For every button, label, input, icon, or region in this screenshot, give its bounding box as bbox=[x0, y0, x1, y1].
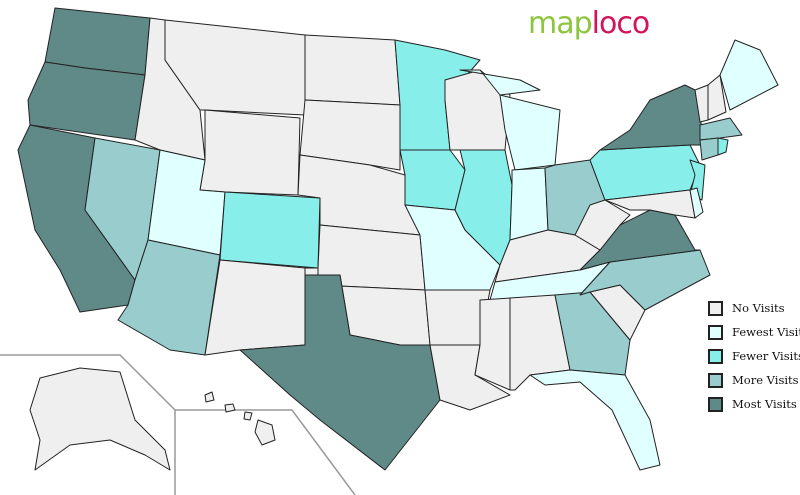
state-shape-ak[interactable] bbox=[29, 367, 171, 471]
state-sd[interactable] bbox=[299, 99, 401, 171]
state-shape-az[interactable] bbox=[117, 239, 221, 356]
inset-divider bbox=[175, 409, 356, 495]
legend-item-most-visits: Most Visits bbox=[708, 392, 800, 416]
legend-label: Fewest Visits bbox=[732, 325, 800, 339]
state-shape-co[interactable] bbox=[219, 191, 321, 269]
state-ma[interactable] bbox=[699, 117, 743, 141]
legend-swatch bbox=[708, 348, 723, 364]
state-shape-mi[interactable] bbox=[499, 94, 561, 171]
state-shape-nm[interactable] bbox=[204, 259, 306, 356]
state-fl[interactable] bbox=[529, 369, 661, 471]
logo-text-loco: loco bbox=[591, 6, 651, 41]
state-mi[interactable] bbox=[459, 69, 561, 171]
legend: No Visits Fewest Visits Fewer Visits Mor… bbox=[708, 296, 800, 416]
state-shape-nd[interactable] bbox=[304, 34, 401, 106]
state-ms[interactable] bbox=[474, 297, 511, 391]
legend-item-fewest-visits: Fewest Visits bbox=[708, 320, 800, 344]
legend-label: Most Visits bbox=[732, 397, 797, 411]
legend-item-fewer-visits: Fewer Visits bbox=[708, 344, 800, 368]
state-shape-ct[interactable] bbox=[699, 137, 719, 161]
state-wv[interactable] bbox=[574, 199, 631, 251]
state-shape-de[interactable] bbox=[689, 187, 704, 219]
state-shape-mi[interactable] bbox=[459, 69, 541, 96]
state-de[interactable] bbox=[689, 187, 704, 219]
state-shape-hi[interactable] bbox=[224, 403, 236, 413]
state-shape-ms[interactable] bbox=[474, 297, 511, 391]
inset-divider bbox=[0, 354, 176, 495]
state-shape-ri[interactable] bbox=[717, 137, 729, 156]
state-shape-tx[interactable] bbox=[239, 274, 441, 471]
state-nd[interactable] bbox=[304, 34, 401, 106]
legend-label: No Visits bbox=[732, 301, 785, 315]
state-ia[interactable] bbox=[399, 149, 466, 211]
state-shape-fl[interactable] bbox=[529, 369, 661, 471]
legend-swatch bbox=[708, 300, 723, 316]
state-ak[interactable] bbox=[29, 367, 171, 471]
state-az[interactable] bbox=[117, 239, 221, 356]
state-shape-me[interactable] bbox=[719, 39, 779, 111]
state-shape-ny[interactable] bbox=[599, 84, 706, 151]
state-shape-hi[interactable] bbox=[204, 391, 215, 403]
state-shape-ia[interactable] bbox=[399, 149, 466, 211]
state-nh[interactable] bbox=[707, 74, 727, 121]
legend-item-no-visits: No Visits bbox=[708, 296, 800, 320]
maploco-logo[interactable]: maploco bbox=[528, 6, 651, 41]
state-shape-hi[interactable] bbox=[254, 419, 276, 446]
state-in[interactable] bbox=[509, 167, 549, 241]
state-shape-in[interactable] bbox=[509, 167, 549, 241]
legend-swatch bbox=[708, 396, 723, 412]
state-co[interactable] bbox=[219, 191, 321, 269]
state-shape-wy[interactable] bbox=[199, 109, 301, 196]
state-ny[interactable] bbox=[599, 84, 706, 151]
state-tx[interactable] bbox=[239, 274, 441, 471]
legend-swatch bbox=[708, 372, 723, 388]
state-shape-ma[interactable] bbox=[699, 117, 743, 141]
state-shape-nh[interactable] bbox=[707, 74, 727, 121]
state-ri[interactable] bbox=[717, 137, 729, 156]
legend-label: More Visits bbox=[732, 373, 799, 387]
state-shape-sd[interactable] bbox=[299, 99, 401, 171]
legend-label: Fewer Visits bbox=[732, 349, 800, 363]
state-shape-hi[interactable] bbox=[243, 411, 253, 421]
state-me[interactable] bbox=[719, 39, 779, 111]
legend-swatch bbox=[708, 324, 723, 340]
state-nm[interactable] bbox=[204, 259, 306, 356]
state-ct[interactable] bbox=[699, 137, 719, 161]
state-wy[interactable] bbox=[199, 109, 301, 196]
state-shape-wv[interactable] bbox=[574, 199, 631, 251]
logo-text-map: map bbox=[528, 6, 593, 41]
state-hi[interactable] bbox=[204, 391, 276, 446]
legend-item-more-visits: More Visits bbox=[708, 368, 800, 392]
